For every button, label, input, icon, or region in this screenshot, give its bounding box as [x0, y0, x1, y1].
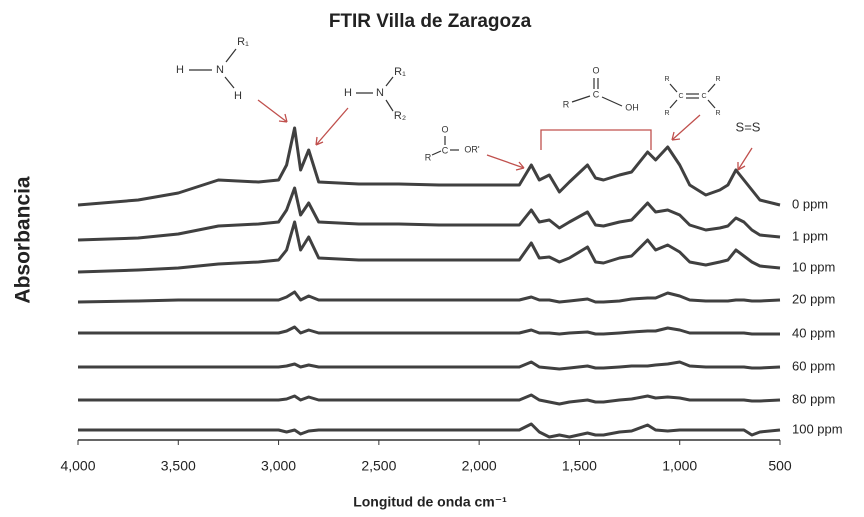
x-axis-label: Longitud de onda cm⁻¹: [353, 494, 507, 510]
spectrum-line: [77, 186, 781, 242]
annotation: R₂: [394, 110, 406, 122]
series-label: 40 ppm: [792, 325, 835, 340]
spectrum-line: [77, 126, 781, 207]
annotation: H: [344, 87, 352, 99]
chart-title: FTIR Villa de Zaragoza: [329, 11, 532, 32]
annotation: R₁: [237, 36, 249, 48]
x-tick-label: 2,000: [462, 458, 497, 474]
series-label: 0 ppm: [792, 196, 828, 211]
annotation: OR': [464, 144, 480, 154]
annotation: C: [593, 89, 600, 99]
annotation: R: [715, 110, 720, 117]
annotation: R: [563, 99, 570, 109]
structure-bonds: [189, 48, 716, 156]
annotation: R: [425, 152, 432, 162]
annotation: R: [715, 76, 720, 83]
x-tick-label: 3,000: [261, 458, 296, 474]
series-label: 60 ppm: [792, 358, 835, 373]
spectrum-line: [78, 360, 781, 371]
annotation: S=S: [736, 119, 761, 134]
series-label: 20 ppm: [792, 291, 835, 306]
series-label: 100 ppm: [792, 421, 843, 436]
x-tick-label: 500: [768, 458, 792, 474]
spectrum-line: [77, 220, 781, 274]
annotation: R: [664, 76, 669, 83]
annotation: OH: [625, 102, 639, 112]
spectrum-line: [78, 393, 781, 406]
annotation: R₁: [394, 66, 406, 78]
annotation: H: [176, 64, 184, 76]
x-tick-label: 2,500: [361, 458, 396, 474]
annotation: C: [678, 93, 683, 100]
x-tick-label: 4,000: [60, 458, 95, 474]
x-tick-label: 1,500: [562, 458, 597, 474]
arrows: [257, 99, 753, 171]
annotation: O: [592, 65, 599, 75]
annotation: O: [441, 124, 448, 134]
series-label: 80 ppm: [792, 391, 835, 406]
series-label: 10 ppm: [792, 259, 835, 274]
spectrum-line: [78, 325, 780, 336]
series-label: 1 ppm: [792, 228, 828, 243]
annotation: C: [442, 145, 449, 155]
x-tick-label: 1,000: [662, 458, 697, 474]
annotation: N: [216, 64, 224, 76]
annotation: C: [701, 93, 706, 100]
spectrum-line: [77, 290, 781, 304]
x-tick-label: 3,500: [161, 458, 196, 474]
y-axis-label: Absorbancia: [12, 176, 35, 304]
annotation: N: [376, 87, 384, 99]
annotation: H: [234, 90, 242, 102]
spectrum-line: [78, 422, 781, 439]
annotation: R: [664, 110, 669, 117]
